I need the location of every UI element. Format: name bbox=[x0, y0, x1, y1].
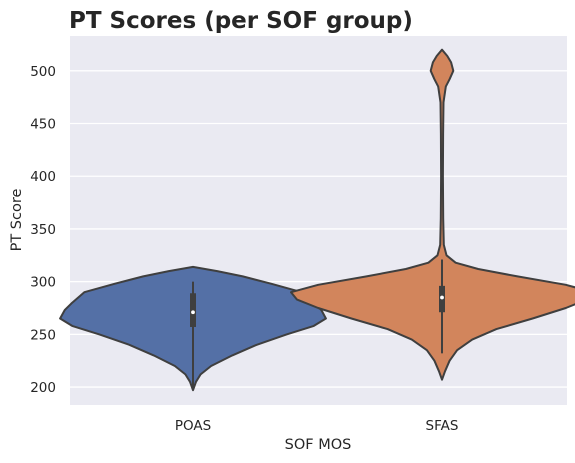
y-tick-label: 500 bbox=[30, 64, 56, 80]
x-tick-label: POAS bbox=[175, 418, 211, 434]
y-axis-label: PT Score bbox=[9, 189, 25, 252]
x-axis-label: SOF MOS bbox=[285, 437, 352, 453]
y-tick-label: 350 bbox=[30, 222, 56, 238]
chart-title: PT Scores (per SOF group) bbox=[69, 8, 413, 34]
violin-sfas bbox=[290, 48, 575, 381]
y-tick-label: 200 bbox=[30, 380, 56, 396]
y-tick-label: 250 bbox=[30, 327, 56, 343]
median-dot bbox=[440, 295, 444, 300]
median-dot bbox=[191, 310, 195, 315]
violins bbox=[59, 48, 575, 392]
iqr-box bbox=[190, 293, 196, 327]
y-tick-label: 400 bbox=[30, 169, 56, 185]
y-tick-label: 450 bbox=[30, 117, 56, 133]
y-tick-label: 300 bbox=[30, 275, 56, 291]
x-tick-labels: POAS SFAS bbox=[175, 418, 459, 434]
y-tick-labels: 200 250 300 350 400 450 500 bbox=[30, 64, 56, 396]
x-tick-label: SFAS bbox=[426, 418, 459, 434]
